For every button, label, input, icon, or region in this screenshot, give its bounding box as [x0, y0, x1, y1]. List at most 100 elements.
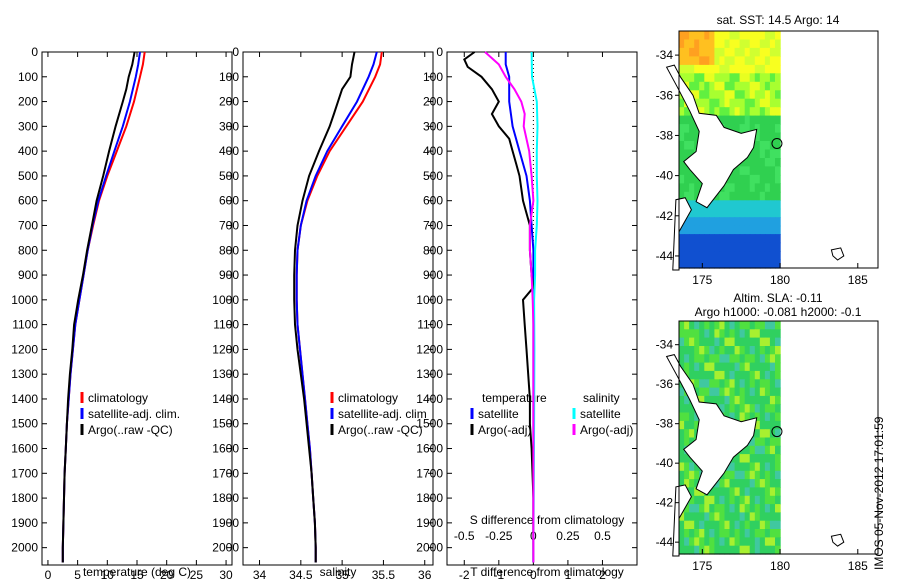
map-cell: [729, 56, 736, 66]
xtick-label: 0: [530, 568, 537, 580]
map-cell: [689, 462, 695, 472]
map-cell: [684, 529, 690, 538]
map-cell: [739, 529, 746, 538]
map-cell: [729, 520, 736, 530]
map-cell: [754, 234, 761, 244]
map-cell: [739, 370, 746, 380]
map-cell: [759, 115, 766, 125]
map-cell: [754, 437, 761, 447]
map-cell: [754, 107, 761, 117]
map-cell: [764, 217, 771, 227]
map-cell: [714, 504, 721, 513]
map-cell: [754, 149, 761, 159]
map-cell: [759, 479, 766, 488]
map-cell: [704, 73, 710, 83]
ytick-label: 1800: [11, 491, 38, 505]
map-cell: [739, 217, 746, 227]
map-cell: [769, 362, 776, 372]
map-cell: [704, 379, 710, 389]
map-cell: [775, 445, 781, 455]
map-cell: [759, 346, 766, 355]
xtick-label: 30: [219, 568, 233, 580]
legend-label: Argo(-adj): [580, 423, 633, 437]
map-cell: [684, 174, 690, 184]
map-cell: [704, 39, 710, 49]
legend-label: climatology: [88, 391, 148, 405]
map-cell: [679, 445, 685, 455]
map-cell: [775, 39, 781, 49]
map-cell: [684, 462, 690, 472]
map-cell: [724, 31, 731, 41]
map-cell: [714, 354, 721, 364]
map-cell: [769, 346, 776, 355]
map-cell: [729, 90, 736, 100]
map-cell: [775, 242, 781, 252]
map-cell: [764, 520, 771, 530]
map-cell: [714, 208, 721, 218]
map-cell: [724, 242, 731, 252]
map-cell: [699, 47, 705, 57]
map-cell: [709, 545, 715, 555]
map-cell: [694, 321, 700, 330]
map-cell: [754, 412, 761, 422]
map-cell: [694, 208, 700, 218]
ytick-label: 1800: [212, 491, 239, 505]
difference-xlabel: T difference from climatology: [470, 565, 624, 579]
map-cell: [734, 512, 741, 522]
map-cell: [729, 487, 736, 497]
map-cell: [749, 98, 756, 108]
xtick-label: 15: [130, 568, 144, 580]
map-cell: [689, 404, 695, 414]
map-cell: [719, 115, 726, 125]
map-cell: [744, 158, 751, 168]
map-cell: [719, 200, 726, 210]
map-cell: [704, 225, 710, 235]
xtick-label: 34.5: [289, 568, 313, 580]
xtick2-label: 0.5: [594, 529, 611, 543]
map-cell: [759, 395, 766, 405]
map-cell: [729, 370, 736, 380]
map-cell: [729, 225, 736, 235]
map-cell: [704, 208, 710, 218]
map-cell: [679, 191, 685, 201]
map-cell: [684, 259, 690, 269]
map-cell: [759, 495, 766, 505]
map-cell: [754, 479, 761, 488]
map-cell: [759, 73, 766, 83]
map-cell: [759, 504, 766, 513]
map-cell: [739, 242, 746, 252]
map-cell: [759, 234, 766, 244]
ytick-label: 1900: [416, 516, 443, 530]
map-cell: [775, 47, 781, 57]
map-cell: [764, 225, 771, 235]
map-cell: [734, 73, 741, 83]
map-cell: [689, 437, 695, 447]
map-cell: [679, 73, 685, 83]
map-cell: [714, 346, 721, 355]
map-cell: [709, 217, 715, 227]
ytick-label: 500: [423, 169, 443, 183]
map-cell: [694, 124, 700, 134]
map-cell: [689, 200, 695, 210]
map-cell: [775, 470, 781, 480]
map-cell: [744, 321, 751, 330]
map-cell: [734, 337, 741, 347]
map-cell: [739, 395, 746, 405]
map-cell: [679, 537, 685, 547]
map-cell: [689, 429, 695, 439]
map-cell: [679, 429, 685, 439]
map-cell: [764, 512, 771, 522]
map-cell: [769, 200, 776, 210]
map-cell: [759, 141, 766, 151]
map-cell: [764, 191, 771, 201]
map-cell: [759, 454, 766, 463]
map-cell: [734, 64, 741, 74]
map-cell: [694, 520, 700, 530]
map-cell: [764, 124, 771, 134]
map-cell: [749, 107, 756, 117]
map-cell: [724, 504, 731, 513]
temperature-xlabel: temperature (deg C): [83, 565, 191, 579]
map-cell: [724, 200, 731, 210]
map-cell: [734, 362, 741, 372]
map-cell: [719, 545, 726, 555]
